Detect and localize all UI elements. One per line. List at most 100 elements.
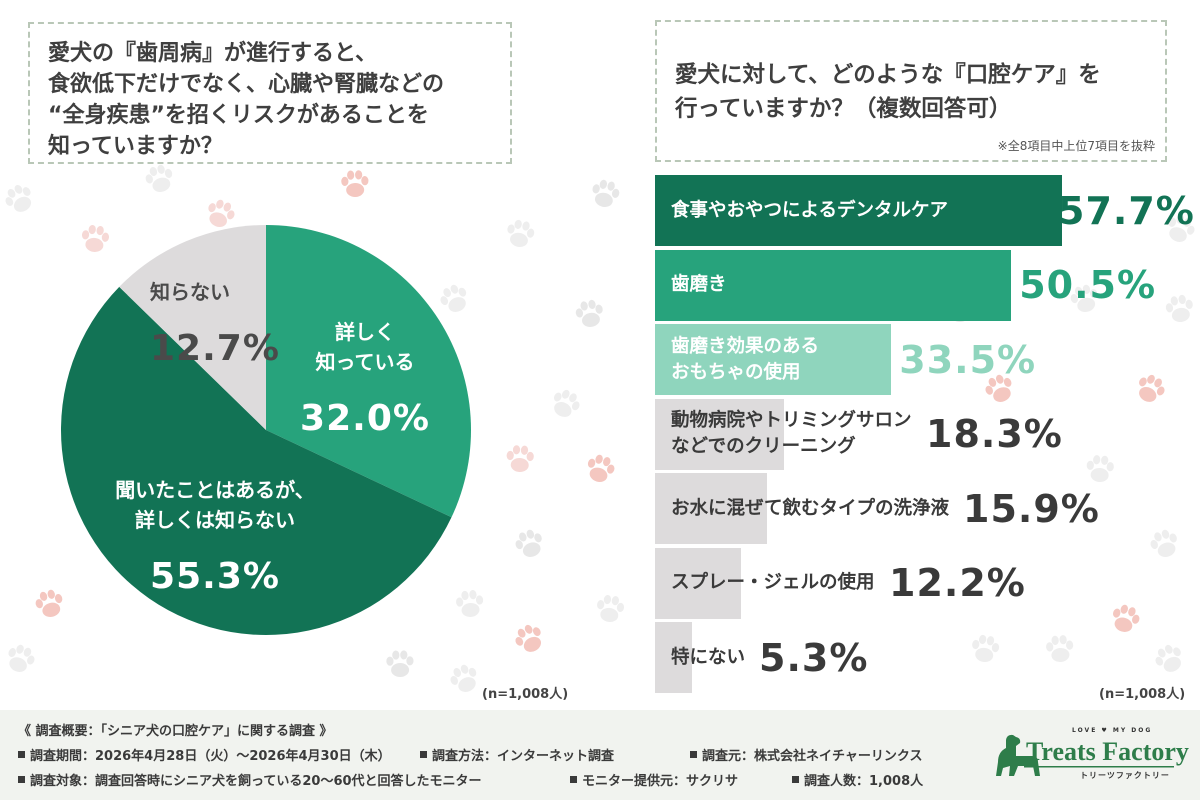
slice-value: 32.0% — [300, 398, 430, 439]
slice-category: 聞いたことはあるが、 詳しくは知らない — [115, 478, 315, 532]
survey-provider: モニター提供元：サクリサ — [570, 770, 738, 789]
bar-value-label: 15.9% — [963, 486, 1100, 531]
bullet-square-icon — [18, 776, 25, 783]
bar-value-label: 18.3% — [926, 412, 1063, 456]
survey-target: 調査対象：調査回答時にシニア犬を飼っている20～60代と回答したモニター — [18, 770, 482, 789]
bar-row: スプレー・ジェルの使用 12.2% — [655, 547, 1195, 619]
bullet-square-icon — [420, 751, 427, 758]
survey-summary-title: 《 調査概要：「シニア犬の口腔ケア」に関する調査 》 — [18, 724, 333, 739]
dog-silhouette-icon — [996, 734, 1040, 776]
bullet-square-icon — [792, 776, 799, 783]
paw-print-icon — [145, 164, 173, 192]
paw-print-icon — [341, 170, 369, 197]
bar — [655, 473, 768, 544]
pie-slice-heard-of — [60, 286, 452, 635]
paw-print-icon — [1113, 604, 1140, 632]
logo-name: Treats Factory — [1026, 737, 1189, 766]
left-sample-size: (n=1,008人) — [482, 687, 569, 702]
survey-count: 調査人数：1,008人 — [792, 770, 923, 789]
paw-print-icon — [5, 184, 32, 212]
paw-print-icon — [1046, 635, 1074, 662]
paw-print-icon — [1165, 294, 1193, 322]
bar-value-label: 5.3% — [759, 635, 869, 680]
pie-slice-know-well — [266, 225, 471, 518]
bar-row: お水に混ぜて飲むタイプの洗浄液 15.9% — [655, 473, 1195, 544]
pie-slice-dont-know — [119, 225, 266, 430]
survey-method: 調査方法：インターネット調査 — [420, 745, 614, 764]
bar — [655, 175, 1062, 246]
bar-category-label: スプレー・ジェルの使用 — [671, 572, 875, 593]
right-question-box: 愛犬に対して、どのような『口腔ケア』を 行っていますか？（複数回答可） ※全8項… — [655, 20, 1167, 162]
paw-print-icon — [1070, 284, 1098, 312]
logo-tagline: LOVE ♥ MY DOG — [1072, 727, 1153, 734]
bar-value-label: 33.5% — [899, 337, 1037, 382]
survey-period-text: 調査期間：2026年4月28日（火）～2026年4月30日（木） — [30, 749, 391, 764]
treats-factory-logo — [996, 734, 1174, 776]
survey-organizer: 調査元：株式会社ネイチャーリンクス — [690, 745, 922, 764]
slice-label-know-well: 詳しく 知っている 32.0% — [285, 298, 445, 461]
bullet-square-icon — [18, 751, 25, 758]
paw-print-icon — [587, 454, 615, 482]
slice-label-heard-of: 聞いたことはあるが、 詳しくは知らない 55.3% — [90, 456, 340, 619]
survey-provider-text: モニター提供元：サクリサ — [582, 774, 739, 789]
right-sample-size: (n=1,008人) — [1099, 687, 1186, 702]
paw-print-icon — [456, 590, 484, 617]
bar-row: 動物病院やトリミングサロン などでのクリーニング 18.3% — [655, 398, 1195, 470]
slice-category: 知らない — [150, 280, 230, 304]
bar-value-label: 57.7% — [1058, 188, 1195, 233]
paw-print-icon — [507, 219, 535, 247]
bar — [655, 398, 785, 470]
survey-count-text: 調査人数：1,008人 — [804, 774, 924, 789]
paw-print-icon — [1150, 529, 1177, 557]
slice-category: 詳しく 知っている — [315, 320, 415, 374]
left-question-box: 愛犬の『歯周病』が進行すると、 食欲低下だけでなく、心臓や腎臓などの “全身疾患… — [28, 22, 512, 164]
paw-print-icon — [1086, 455, 1114, 482]
paw-print-icon — [1139, 374, 1165, 402]
survey-period: 調査期間：2026年4月28日（火）～2026年4月30日（木） — [18, 745, 391, 764]
bar-category-label: 歯磨き効果のある おもちゃの使用 — [671, 335, 820, 383]
paw-print-icon — [8, 644, 35, 672]
bar-row: 特にない 5.3% — [655, 622, 1195, 693]
paw-print-icon — [575, 299, 603, 327]
bar — [655, 324, 892, 395]
paw-print-icon — [597, 594, 625, 622]
paw-print-icon — [81, 225, 110, 252]
bar-category-label: 動物病院やトリミングサロン などでのクリーニング — [671, 410, 912, 457]
oral-care-bar-chart: 食事やおやつによるデンタルケア 57.7% 歯磨き 50.5% 歯磨き効果のある おもち… — [655, 175, 1195, 693]
left-question-text: 愛犬の『歯周病』が進行すると、 食欲低下だけでなく、心臓や腎臓などの “全身疾患… — [48, 41, 445, 159]
paw-print-icon — [386, 650, 414, 677]
excerpt-note: ※全8項目中上位7項目を抜粋 — [997, 139, 1155, 153]
paw-print-icon — [985, 374, 1012, 402]
paw-print-icon — [450, 664, 477, 692]
bullet-square-icon — [570, 776, 577, 783]
bar-value-label: 12.2% — [889, 561, 1026, 605]
bar-category-label: 歯磨き — [671, 274, 727, 295]
paw-print-icon — [972, 634, 1000, 662]
survey-organizer-text: 調査元：株式会社ネイチャーリンクス — [702, 749, 923, 764]
right-question-text: 愛犬に対して、どのような『口腔ケア』を 行っていますか？（複数回答可） — [675, 62, 1101, 122]
awareness-pie-chart — [60, 225, 471, 635]
bar-row: 食事やおやつによるデンタルケア 57.7% — [655, 175, 1195, 246]
bullet-square-icon — [690, 751, 697, 758]
bar-value-label: 50.5% — [1019, 263, 1157, 307]
paw-print-icon — [506, 445, 534, 472]
bar — [655, 547, 742, 619]
bar — [655, 249, 1012, 321]
survey-target-text: 調査対象：調査回答時にシニア犬を飼っている20～60代と回答したモニター — [30, 774, 482, 789]
paw-print-icon — [1168, 214, 1195, 242]
slice-label-dont-know: 知らない 12.7% — [150, 258, 280, 391]
paw-print-icon — [515, 529, 542, 557]
paw-print-icon — [440, 284, 467, 312]
logo-kana: トリーツファクトリー — [1080, 771, 1170, 780]
slice-value: 55.3% — [150, 556, 280, 597]
paw-print-icon — [208, 199, 235, 227]
bar-category-label: 食事やおやつによるデンタルケア — [671, 199, 948, 221]
survey-method-text: 調査方法：インターネット調査 — [432, 749, 615, 764]
slice-value: 12.7% — [150, 328, 280, 369]
bar-category-label: お水に混ぜて飲むタイプの洗浄液 — [671, 497, 950, 519]
paw-print-icon — [592, 179, 620, 207]
paw-print-icon — [35, 589, 63, 617]
bar — [655, 622, 693, 693]
bar-row: 歯磨き 50.5% — [655, 249, 1195, 321]
paw-print-icon — [553, 389, 580, 417]
